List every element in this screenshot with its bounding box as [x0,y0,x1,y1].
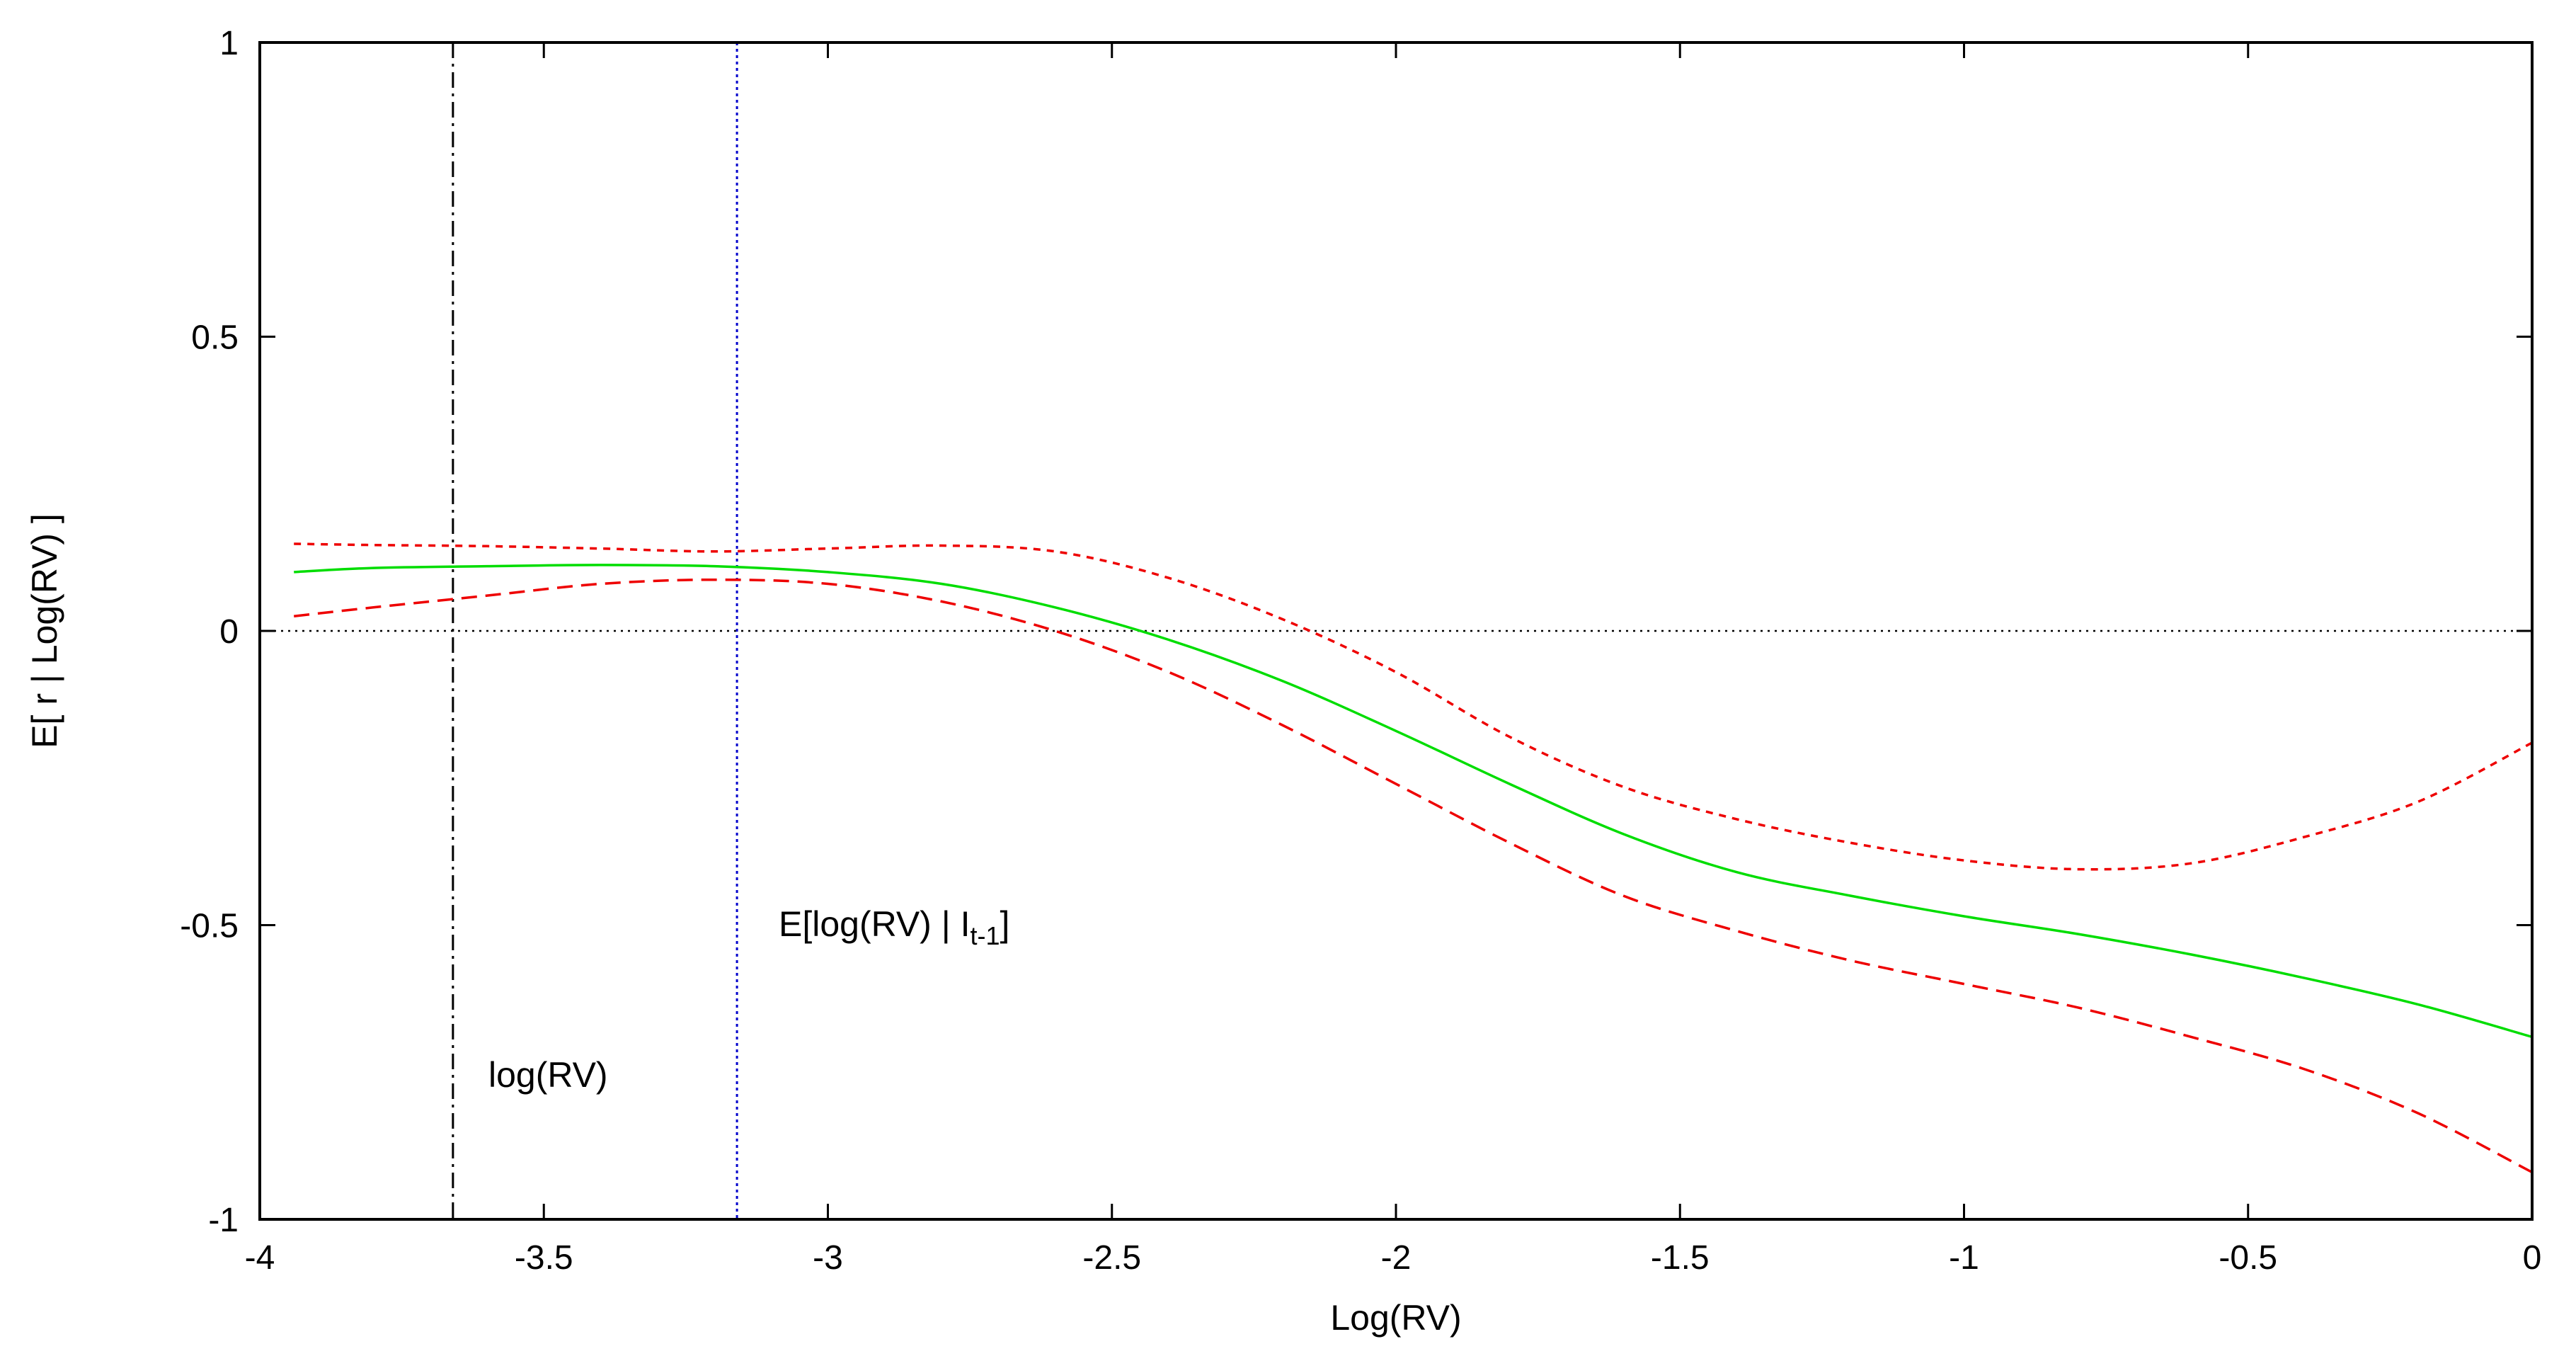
upper-band-series [294,542,2533,871]
x-tick-label: -0.5 [2219,1239,2277,1277]
x-tick-label: 0 [2523,1239,2542,1277]
x-axis-ticks: -4 -3.5 -3 -2.5 -2 -1.5 -1 -0.5 0 [245,42,2542,1277]
y-tick-label: 0 [219,613,239,651]
log-rv-annotation: log(RV) [488,1055,608,1095]
x-tick-label: -1.5 [1651,1239,1710,1277]
y-tick-label: -0.5 [180,908,239,945]
x-tick-label: -2.5 [1082,1239,1141,1277]
x-tick-label: -4 [245,1239,275,1277]
y-axis-title: E[ r | Log(RV) ] [25,513,64,748]
x-tick-label: -2 [1381,1239,1412,1277]
x-tick-label: -1 [1949,1239,1979,1277]
y-axis-ticks: -1 -0.5 0 0.5 1 [180,25,2532,1239]
y-tick-label: 0.5 [191,319,239,357]
x-tick-label: -3 [813,1239,843,1277]
x-axis-title: Log(RV) [1330,1298,1461,1338]
expected-log-rv-annotation-subscript: t-1 [970,921,1000,950]
x-tick-label: -3.5 [515,1239,573,1277]
y-tick-label: 1 [219,25,239,62]
y-tick-label: -1 [208,1202,239,1239]
expected-log-rv-annotation-main: E[log(RV) | I [779,904,970,944]
expected-log-rv-annotation: E[log(RV) | It-1] [779,904,1009,950]
lower-band-series [294,578,2533,1174]
expected-log-rv-annotation-close: ] [1000,904,1010,944]
conditional-mean-series [294,564,2533,1039]
